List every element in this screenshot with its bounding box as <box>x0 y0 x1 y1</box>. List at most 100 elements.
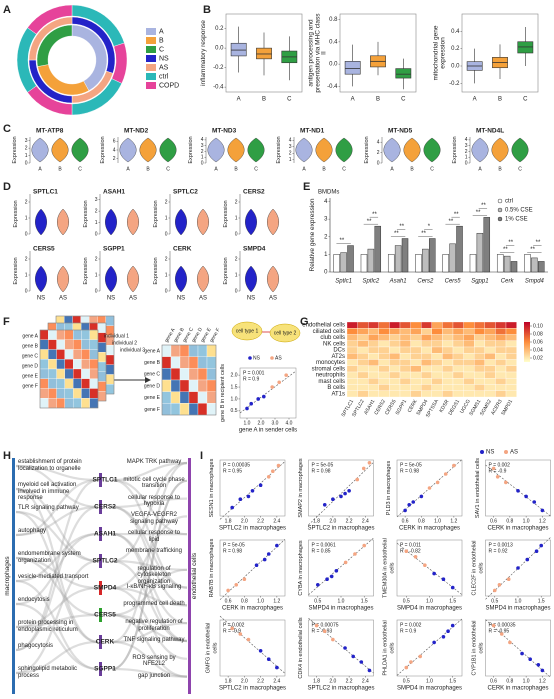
heatmap-cell <box>399 378 411 385</box>
violin <box>175 208 187 236</box>
x-tick-label: 1.2 <box>539 678 546 684</box>
pathway-label: phagocytosis <box>18 643 54 649</box>
pathway-label: endomembrane system organization <box>18 551 81 564</box>
point <box>534 549 539 553</box>
bar <box>469 254 477 273</box>
heatmap-cell <box>421 321 432 329</box>
heatmap-cell <box>442 359 454 366</box>
point <box>331 497 335 502</box>
x-tick-label: 1.0 <box>244 420 251 426</box>
p-value: P = 5e-05 <box>312 462 334 468</box>
y-tick-label: 4 <box>465 137 468 143</box>
x-tick-label: 2.0 <box>258 420 265 426</box>
heatmap-cell <box>452 334 464 341</box>
point <box>359 660 364 664</box>
heatmap-cell <box>346 334 358 341</box>
matrix-cell <box>161 403 172 416</box>
box <box>517 41 534 54</box>
point <box>411 500 416 504</box>
matrix-cell <box>197 379 208 392</box>
y-tick-label: 1 <box>165 272 168 278</box>
y-axis-label: SMAP2 in macrophages <box>297 458 304 518</box>
point <box>246 637 251 642</box>
heatmap-cell <box>378 384 390 391</box>
x-tick-label: Cers2 <box>417 279 434 285</box>
p-value: P = 0.002 <box>223 622 245 628</box>
point <box>362 543 367 548</box>
matrix-cell <box>206 344 217 357</box>
x-tick-label: Cers5 <box>445 279 462 285</box>
x-tick-label: A <box>390 166 394 172</box>
legend-marker <box>248 356 252 360</box>
gene-node <box>99 608 102 622</box>
point <box>245 406 249 411</box>
heatmap-cell <box>431 353 443 360</box>
point <box>347 489 351 493</box>
violin <box>35 265 47 293</box>
point <box>284 373 289 377</box>
x-tick-label: 3.0 <box>272 420 279 426</box>
y-axis-label: Expression <box>363 136 370 164</box>
y-axis-label: gene B in recipient cells <box>219 363 226 423</box>
violin <box>31 137 49 163</box>
legend-swatch <box>146 28 156 35</box>
matrix-cell <box>48 378 57 389</box>
matrix-cell <box>97 361 107 372</box>
heatmap-cell <box>442 371 454 379</box>
bar <box>340 252 347 273</box>
point <box>423 563 427 567</box>
bar <box>483 217 491 273</box>
point <box>525 557 530 562</box>
r-value: R = -0.9 <box>223 628 241 634</box>
row-label: endothelial cells <box>302 323 345 329</box>
matrix-cell <box>56 339 66 350</box>
heatmap-cell <box>484 334 496 341</box>
trend-line <box>485 619 551 678</box>
box <box>230 42 247 57</box>
x-tick-label: 1.8 <box>313 678 320 684</box>
gene-label: gene A <box>22 333 38 339</box>
ribbon <box>111 622 188 644</box>
colorbar-label: 0.10 <box>533 323 543 329</box>
ribbon <box>111 613 188 643</box>
y-axis-label: Expression <box>275 136 282 164</box>
x-axis-label: gene A in sender cells <box>239 428 297 434</box>
point <box>450 623 455 628</box>
x-tick-label: 2.4 <box>273 518 280 524</box>
y-tick-label: 0.4 <box>451 29 460 35</box>
plot-title: SMPD4 <box>243 246 266 253</box>
point <box>334 569 339 573</box>
y-tick-label: 1.5 <box>231 384 238 390</box>
heatmap-cell <box>389 365 401 373</box>
heatmap-cell <box>421 384 432 391</box>
matrix-cell <box>89 359 99 370</box>
heatmap-cell <box>431 340 443 348</box>
matrix-cell <box>72 339 82 350</box>
x-tick-label: 1.0 <box>257 598 264 604</box>
y-tick-label: 1 <box>289 157 292 163</box>
x-tick-label: 2.2 <box>257 518 264 524</box>
heatmap-cell <box>389 346 401 354</box>
heatmap-cell <box>452 346 464 354</box>
point <box>277 380 282 385</box>
violin <box>245 208 257 236</box>
violin <box>197 265 209 293</box>
bar <box>394 245 402 273</box>
bar <box>387 254 395 273</box>
ribbon <box>111 559 188 571</box>
gene-node <box>99 473 102 487</box>
bar <box>503 255 511 273</box>
heatmap-cell <box>378 340 390 348</box>
heatmap-cell <box>452 371 464 379</box>
r-value: R = -0.93 <box>312 628 333 634</box>
point <box>413 555 418 559</box>
point <box>427 486 432 490</box>
point <box>536 663 541 667</box>
ribbon <box>15 510 99 644</box>
ribbon <box>111 586 188 607</box>
heatmap-cell <box>346 390 358 398</box>
y-tick-label: 0.5 <box>231 408 238 414</box>
gene-label: SPTLC2 <box>93 558 118 565</box>
pathway-label: MAPK TRK pathway <box>126 459 182 465</box>
trend-line <box>219 539 286 600</box>
